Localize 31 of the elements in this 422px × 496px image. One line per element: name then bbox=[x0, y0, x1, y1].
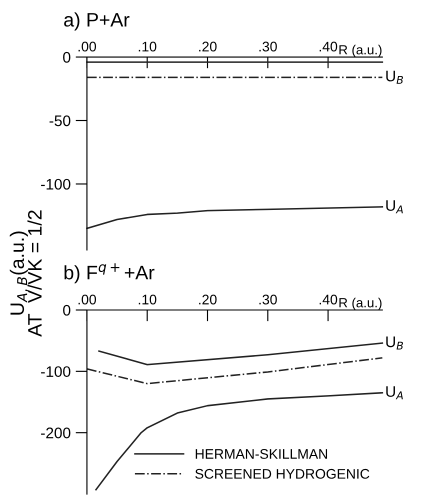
y-tick-label: -200 bbox=[41, 428, 70, 438]
x-axis-title: R (a.u.) bbox=[339, 44, 382, 58]
x-tick-label: .30 bbox=[259, 294, 277, 304]
y-tick-label: 0 bbox=[63, 304, 70, 316]
x-tick-label: .10 bbox=[138, 42, 156, 52]
y-tick-label: -100 bbox=[41, 178, 70, 190]
chart-title: a) P+Ar bbox=[64, 12, 130, 31]
x-tick-label: .20 bbox=[199, 294, 217, 304]
x-tick-label: .30 bbox=[259, 42, 277, 52]
line-series bbox=[86, 357, 384, 384]
x-tick-label: .40 bbox=[320, 294, 338, 304]
chart-title: b) F$^{q+}$+Ar bbox=[64, 263, 154, 284]
x-tick-label: .10 bbox=[138, 294, 156, 304]
text: U$_{A}$ bbox=[386, 200, 403, 214]
x-tick-label: .00 bbox=[78, 42, 96, 52]
y-axis-title: U$_{A,B}$(a.u.) AT V/VK = 1/2 bbox=[10, 210, 42, 337]
line-series bbox=[98, 342, 384, 366]
y-tick-label: -50 bbox=[50, 115, 70, 126]
x-tick-label: .40 bbox=[320, 42, 338, 52]
legend-label: HERMAN-SKILLMAN bbox=[196, 449, 328, 459]
line-series bbox=[86, 206, 384, 230]
text: U$_{B}$ bbox=[386, 70, 403, 84]
line-series bbox=[95, 392, 384, 490]
legend-label: SCREENED HYDROGENIC bbox=[195, 468, 370, 479]
text: U$_{A}$ bbox=[386, 386, 403, 400]
y-tick-label: 0 bbox=[63, 52, 70, 63]
y-tick-label: -100 bbox=[41, 366, 70, 378]
x-axis-title: R (a.u.) bbox=[339, 298, 382, 310]
text: U$_{B}$ bbox=[386, 336, 403, 350]
x-tick-label: .20 bbox=[199, 42, 217, 52]
x-tick-label: .00 bbox=[78, 294, 96, 304]
